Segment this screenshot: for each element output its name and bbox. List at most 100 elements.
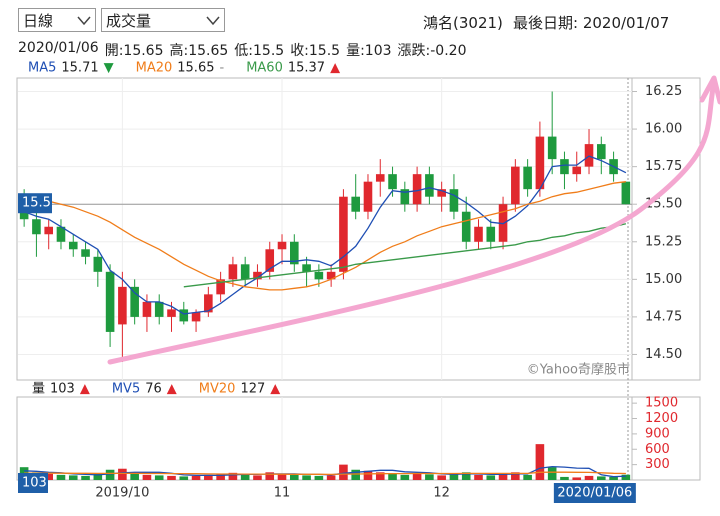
volume-bar bbox=[179, 476, 189, 480]
legend-trend: ▲ bbox=[270, 382, 280, 397]
volume-bar bbox=[68, 475, 78, 480]
candle-body bbox=[142, 301, 152, 317]
legend-trend: ▲ bbox=[167, 382, 177, 397]
candle-body bbox=[130, 286, 139, 317]
ma-line bbox=[23, 155, 627, 315]
candle-body bbox=[105, 271, 115, 332]
volume-bar bbox=[265, 472, 275, 480]
info-item: 漲跌:-0.20 bbox=[397, 43, 467, 59]
ma-line bbox=[183, 223, 627, 288]
volume-bar bbox=[314, 475, 324, 480]
indicator-text: 成交量 bbox=[106, 12, 152, 30]
candle-body bbox=[179, 309, 189, 322]
x-tick-label: 2019/10 bbox=[95, 486, 149, 501]
candle-body bbox=[437, 189, 446, 197]
candle-body bbox=[204, 294, 213, 313]
volume-bar bbox=[597, 476, 606, 480]
volume-bar bbox=[511, 472, 520, 480]
y-tick-label: 16.25 bbox=[645, 84, 682, 99]
legend-trend: ▲ bbox=[80, 382, 90, 397]
legend-name: MA20 bbox=[136, 61, 173, 76]
legend-value: 103 bbox=[50, 382, 75, 397]
volume-bar bbox=[44, 473, 53, 480]
volume-bar bbox=[535, 444, 545, 480]
legend-value: 15.65 bbox=[177, 61, 214, 76]
candle-body bbox=[461, 211, 471, 242]
volume-bar bbox=[56, 474, 66, 480]
trend-arrowhead bbox=[699, 75, 720, 105]
legend-name: 量 bbox=[32, 382, 45, 397]
y-tick-label: 15.25 bbox=[645, 234, 682, 249]
volume-bar bbox=[523, 474, 532, 480]
legend-value: 127 bbox=[240, 382, 265, 397]
chevron bbox=[77, 16, 91, 26]
volume-bar bbox=[425, 474, 434, 480]
candle-body bbox=[584, 144, 594, 167]
volume-bar bbox=[167, 475, 176, 480]
last-price-box bbox=[18, 193, 52, 214]
y-tick-label: 14.75 bbox=[645, 309, 682, 324]
volume-bar bbox=[191, 475, 201, 480]
legend-name: MA60 bbox=[246, 61, 283, 76]
candle-body bbox=[425, 174, 434, 197]
volume-bar bbox=[81, 475, 90, 480]
candle-body bbox=[412, 174, 422, 205]
volume-bar bbox=[118, 468, 127, 480]
candle-body bbox=[68, 241, 78, 250]
last-date: 最後日期: 2020/01/07 bbox=[513, 14, 670, 32]
info-line: 2020/01/06 開:15.65 高:15.65 低:15.5 收:15.5 量:10… bbox=[18, 40, 466, 60]
x-cursor-label: 2020/01/06 bbox=[557, 486, 632, 501]
candle-body bbox=[93, 256, 103, 272]
legend-name: MV20 bbox=[199, 382, 236, 397]
volume-bar bbox=[547, 467, 557, 480]
y-tick-label: 1200 bbox=[645, 411, 678, 426]
y-tick-label: 900 bbox=[645, 426, 670, 441]
candle-body bbox=[449, 189, 459, 212]
volume-bar bbox=[388, 473, 397, 480]
volume-bar bbox=[572, 477, 582, 480]
watermark: ©Yahoo奇摩股市 bbox=[527, 362, 630, 378]
y-tick-label: 15.00 bbox=[645, 272, 682, 287]
candle-body bbox=[474, 226, 483, 242]
candle-body bbox=[375, 174, 385, 182]
y-tick-label: 1500 bbox=[645, 396, 678, 411]
volume-bar bbox=[228, 472, 238, 480]
candle-body bbox=[547, 136, 557, 160]
volume-bar bbox=[142, 474, 152, 480]
candle-body bbox=[81, 249, 90, 257]
candle-body bbox=[167, 309, 176, 317]
candle-body bbox=[154, 301, 164, 317]
volume-bar bbox=[400, 474, 410, 480]
candle-body bbox=[265, 249, 275, 272]
x-tick-label: 12 bbox=[433, 486, 450, 501]
candle-body bbox=[511, 166, 520, 205]
volume-bar bbox=[216, 473, 225, 480]
candle-body bbox=[191, 312, 201, 322]
candle-body bbox=[535, 136, 545, 190]
candle-body bbox=[253, 271, 262, 280]
volume-bar bbox=[498, 474, 508, 480]
volume-bar bbox=[130, 472, 139, 480]
volume-bar bbox=[621, 474, 631, 480]
candle-body bbox=[32, 219, 41, 235]
candle-body bbox=[302, 264, 311, 272]
candle-body bbox=[56, 226, 66, 242]
candle-body bbox=[572, 166, 582, 175]
candle-body bbox=[277, 241, 287, 250]
legend-trend: - bbox=[219, 61, 224, 76]
candle-body bbox=[621, 181, 631, 205]
candle-body bbox=[228, 264, 238, 280]
candle-body bbox=[597, 144, 606, 160]
candle-body bbox=[339, 196, 348, 272]
candle-body bbox=[523, 166, 532, 190]
period-select[interactable]: 日線 bbox=[18, 8, 96, 32]
chevron bbox=[206, 16, 220, 26]
volume-bar bbox=[461, 472, 471, 480]
volume-bar bbox=[326, 475, 336, 480]
volume-bar bbox=[290, 474, 299, 480]
last-volume-box bbox=[18, 473, 48, 493]
indicator-select[interactable]: 成交量 bbox=[101, 8, 225, 32]
candle-body bbox=[400, 189, 410, 205]
y-tick-label: 15.75 bbox=[645, 159, 682, 174]
